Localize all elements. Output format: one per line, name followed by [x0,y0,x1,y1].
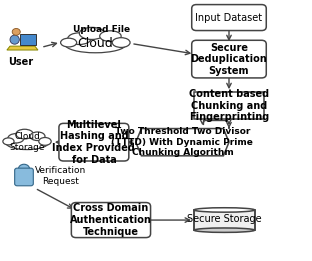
Text: Input Dataset: Input Dataset [195,13,263,22]
Text: Upload File: Upload File [73,25,130,34]
Polygon shape [136,129,229,156]
FancyBboxPatch shape [15,168,33,186]
Ellipse shape [6,136,48,150]
Text: Secure Storage: Secure Storage [187,214,262,224]
Ellipse shape [10,35,19,44]
Ellipse shape [39,138,51,145]
Circle shape [12,28,20,35]
Bar [194,210,255,230]
Ellipse shape [61,38,77,47]
Bar [194,210,255,230]
Ellipse shape [79,27,104,39]
Ellipse shape [194,228,255,232]
Text: Secure
Deduplication
System: Secure Deduplication System [191,43,267,76]
FancyBboxPatch shape [59,123,129,161]
Polygon shape [7,46,38,50]
Ellipse shape [68,33,91,45]
Ellipse shape [100,31,121,41]
Ellipse shape [8,134,24,143]
Text: Content based
Chunking and
Fingerprinting: Content based Chunking and Fingerprintin… [189,89,269,122]
Ellipse shape [16,129,33,139]
Ellipse shape [65,36,126,53]
Ellipse shape [30,132,45,140]
Text: Multilevel
Hashing and
Index Provided
for Data: Multilevel Hashing and Index Provided fo… [52,120,135,165]
FancyBboxPatch shape [192,40,266,78]
Bar [194,92,264,120]
Ellipse shape [112,38,130,48]
Text: Cloud: Cloud [78,37,113,50]
FancyBboxPatch shape [20,34,37,45]
FancyBboxPatch shape [71,203,151,238]
Text: User: User [8,57,33,67]
Circle shape [18,164,30,174]
Text: Cross Domain
Authentication
Technique: Cross Domain Authentication Technique [70,204,152,237]
Text: Verification
Request: Verification Request [35,166,86,186]
Text: Cloud
Storage: Cloud Storage [9,133,45,152]
Ellipse shape [3,138,14,145]
Ellipse shape [194,208,255,212]
FancyBboxPatch shape [192,5,266,31]
Text: Two Threshold Two Divisor
(TTTD) With Dynamic Prime
Chunking Algorithm: Two Threshold Two Divisor (TTTD) With Dy… [111,127,253,157]
